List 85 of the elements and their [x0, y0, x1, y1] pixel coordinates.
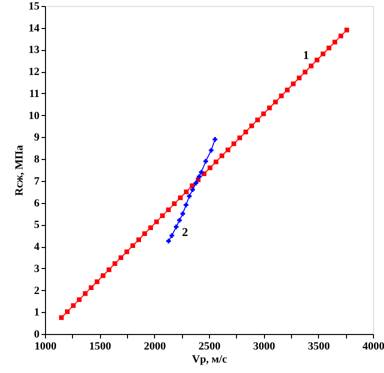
x-tick-label: 2000: [144, 340, 166, 352]
y-tick-label: 14: [28, 22, 40, 34]
point: [237, 136, 242, 140]
y-tick-label: 8: [34, 154, 40, 166]
point: [154, 219, 159, 224]
point: [338, 34, 344, 38]
x-tick-label: 2500: [198, 340, 221, 352]
point: [177, 218, 182, 223]
point: [178, 195, 183, 200]
point: [94, 279, 100, 284]
y-tick-label: 13: [28, 44, 40, 56]
point: [100, 273, 106, 278]
y-tick-label: 4: [34, 241, 40, 254]
y-tick-label: 5: [34, 219, 40, 232]
point: [279, 94, 284, 98]
point: [226, 148, 230, 152]
y-tick-label: 9: [34, 132, 40, 144]
point: [70, 303, 76, 308]
point: [231, 141, 236, 146]
y-tick-label: 7: [34, 175, 40, 188]
y-axis-title: Rсж, МПа: [14, 144, 26, 196]
x-tick-label: 1500: [89, 340, 112, 352]
point: [314, 58, 320, 62]
point: [184, 202, 188, 208]
y-tick-label: 1: [34, 306, 40, 319]
point: [172, 201, 177, 206]
x-tick-label: 1000: [34, 340, 57, 352]
point: [130, 243, 136, 248]
point: [186, 194, 192, 199]
point: [214, 160, 218, 164]
point: [320, 52, 326, 56]
point: [261, 111, 266, 116]
x-axis-title: Vp, м/с: [192, 354, 228, 366]
y-tick-label: 11: [29, 88, 40, 100]
x-tick-label: 3500: [308, 340, 330, 352]
point: [169, 233, 174, 238]
x-tick-label: 3000: [253, 340, 276, 352]
point: [273, 100, 278, 104]
point: [199, 170, 204, 175]
point: [194, 180, 198, 186]
y-tick-label: 12: [28, 66, 40, 78]
point: [296, 76, 302, 80]
point: [208, 165, 212, 170]
point: [284, 88, 290, 92]
point: [148, 225, 153, 230]
point: [243, 130, 248, 134]
point: [82, 291, 88, 296]
point: [326, 46, 332, 50]
point: [136, 237, 142, 242]
point: [184, 190, 189, 194]
point: [142, 231, 147, 236]
point: [190, 187, 195, 192]
y-tick-label: 3: [34, 262, 40, 275]
y-tick-label: 0: [34, 328, 40, 340]
point: [124, 249, 130, 254]
x-tick-label: 4000: [362, 340, 384, 352]
point: [64, 309, 70, 314]
point: [166, 238, 171, 244]
point: [196, 174, 202, 179]
point: [249, 123, 254, 128]
point: [267, 106, 272, 110]
point: [76, 297, 82, 302]
point: [344, 28, 350, 32]
point: [212, 137, 218, 142]
point: [106, 267, 112, 272]
y-tick-label: 6: [34, 197, 40, 210]
annotation: 1: [303, 48, 309, 62]
point: [174, 224, 179, 230]
annotation: 2: [182, 225, 188, 239]
point: [160, 213, 165, 218]
point: [59, 315, 64, 320]
y-tick-label: 15: [28, 0, 40, 12]
y-tick-label: 2: [34, 284, 40, 297]
point: [308, 64, 314, 68]
point: [220, 153, 224, 158]
point: [208, 148, 214, 153]
point: [332, 40, 338, 44]
point: [302, 70, 308, 74]
point: [118, 255, 124, 260]
point: [88, 285, 94, 290]
y-tick-label: 10: [28, 110, 40, 122]
point: [112, 261, 118, 266]
point: [166, 207, 171, 212]
point: [290, 82, 296, 86]
point: [255, 118, 260, 122]
